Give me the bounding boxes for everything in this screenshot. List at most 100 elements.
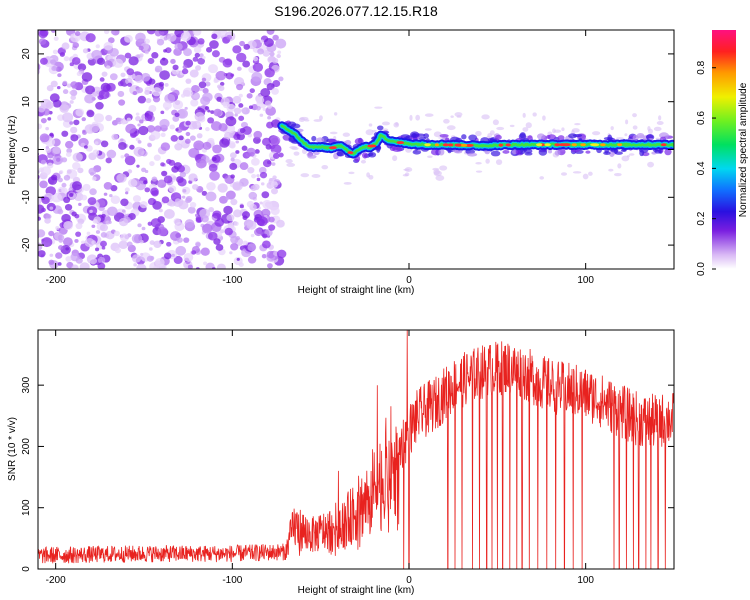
noise-speck: [230, 198, 238, 206]
noise-speck: [74, 31, 81, 37]
noise-speck: [267, 263, 273, 269]
noise-speck: [614, 172, 622, 177]
noise-speck: [189, 201, 197, 208]
noise-speck: [365, 129, 374, 136]
noise-speck: [582, 173, 589, 180]
track-blob: [538, 148, 548, 156]
noise-speck: [64, 203, 73, 211]
snr-xtick-label: 0: [406, 575, 412, 586]
noise-speck: [137, 223, 142, 228]
track-blob: [438, 148, 445, 156]
noise-speck: [120, 233, 129, 242]
noise-speck: [286, 162, 296, 167]
noise-speck: [75, 231, 82, 237]
noise-speck: [120, 119, 127, 125]
noise-speck: [57, 73, 62, 78]
noise-speck: [212, 144, 222, 154]
noise-speck: [210, 121, 222, 131]
noise-speck: [24, 130, 35, 140]
noise-speck: [86, 231, 91, 236]
noise-speck: [125, 123, 137, 134]
noise-speck: [49, 253, 54, 257]
noise-speck: [84, 238, 95, 248]
noise-speck: [392, 155, 398, 162]
noise-speck: [522, 112, 526, 118]
noise-speck: [193, 46, 202, 54]
track-blob: [502, 150, 510, 154]
track-blob: [490, 150, 501, 157]
noise-speck: [38, 169, 40, 175]
noise-speck: [65, 140, 74, 149]
noise-speck: [293, 151, 300, 156]
noise-speck: [272, 175, 277, 180]
noise-speck: [148, 78, 156, 85]
noise-speck: [251, 71, 263, 82]
figure-title: S196.2026.077.12.15.R18: [274, 3, 438, 19]
noise-speck: [241, 145, 248, 151]
noise-speck: [97, 262, 106, 269]
noise-speck: [133, 146, 145, 157]
noise-speck: [266, 30, 275, 35]
noise-speck: [49, 206, 54, 210]
noise-speck: [252, 56, 259, 62]
noise-speck: [409, 114, 413, 121]
noise-speck: [266, 250, 275, 259]
noise-speck: [181, 195, 186, 199]
noise-speck: [246, 220, 257, 230]
noise-speck: [166, 241, 172, 247]
noise-speck: [95, 44, 101, 49]
noise-speck: [69, 91, 73, 95]
noise-speck: [216, 263, 226, 269]
track-hotspot: [554, 143, 561, 147]
noise-speck: [143, 180, 148, 185]
spectrogram-xtick-label: -100: [222, 275, 242, 286]
noise-speck: [552, 128, 556, 134]
noise-speck: [248, 191, 258, 200]
noise-speck: [69, 121, 74, 125]
noise-speck: [41, 237, 53, 248]
noise-speck: [229, 142, 236, 149]
track-blob: [430, 148, 441, 156]
track-blob: [636, 132, 645, 139]
noise-speck: [238, 93, 243, 98]
track-core: [280, 124, 674, 156]
noise-speck: [131, 233, 143, 244]
noise-speck: [261, 137, 272, 146]
noise-speck: [38, 38, 47, 45]
noise-speck: [260, 88, 271, 98]
noise-speck: [150, 130, 161, 140]
noise-speck: [267, 115, 272, 120]
noise-speck: [185, 120, 191, 126]
noise-speck: [89, 188, 97, 196]
noise-speck: [266, 82, 275, 91]
noise-speck: [175, 245, 187, 256]
track-blob: [536, 133, 545, 140]
noise-speck: [33, 232, 37, 235]
noise-speck: [172, 115, 180, 122]
noise-speck: [57, 177, 63, 183]
noise-speck: [242, 211, 251, 219]
noise-speck: [205, 126, 210, 132]
noise-speck: [63, 196, 71, 204]
noise-speck: [240, 108, 247, 113]
signal-track: [277, 120, 674, 164]
noise-speck: [182, 189, 187, 193]
noise-speck: [195, 65, 202, 71]
noise-speck: [262, 233, 268, 239]
noise-speck: [126, 68, 135, 76]
colorbar-tick-label: 0.6: [696, 111, 707, 125]
noise-speck: [111, 133, 119, 141]
noise-speck: [272, 34, 279, 41]
noise-speck: [253, 130, 263, 139]
spectrogram-ytick-label: -10: [21, 190, 32, 205]
noise-speck: [150, 187, 159, 196]
noise-speck: [300, 173, 310, 178]
noise-speck: [213, 78, 219, 84]
noise-speck: [174, 198, 181, 204]
noise-speck: [222, 58, 233, 68]
noise-speck: [256, 174, 260, 178]
noise-speck: [177, 178, 187, 187]
noise-speck: [144, 114, 153, 122]
noise-speck: [509, 124, 515, 128]
noise-speck: [105, 114, 113, 122]
